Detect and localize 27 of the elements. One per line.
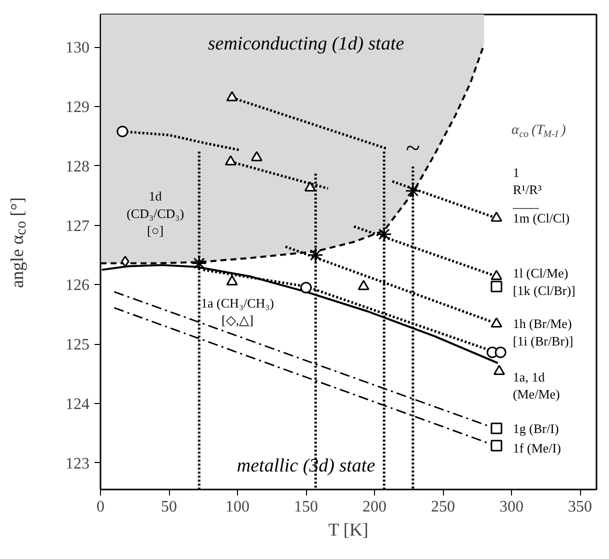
x-tick-label: 250 — [431, 498, 456, 516]
annotation: 1h (Br/Me) [1i (Br/Br)] — [512, 316, 574, 348]
x-tick-label: 100 — [226, 498, 250, 516]
annotation: 1f (Me/I) — [512, 440, 561, 456]
annotation: 1a, 1d (Me/Me) — [512, 369, 560, 402]
x-tick-label: 150 — [294, 498, 318, 516]
x-axis-title: T [K] — [328, 520, 368, 540]
annotation: 1l (Cl/Me) [1k (Cl/Br)] — [512, 266, 576, 298]
x-tick-label: 300 — [500, 498, 524, 516]
annotation: ~ — [406, 134, 420, 163]
annotation: semiconducting (1d) state — [208, 34, 404, 55]
y-tick-label: 128 — [66, 158, 90, 176]
y-tick-label: 127 — [66, 218, 90, 235]
y-tick-label: 130 — [66, 40, 90, 57]
x-tick-label: 200 — [362, 498, 387, 516]
x-tick-label: 0 — [96, 498, 104, 516]
y-tick-label: 123 — [66, 455, 90, 472]
annotation: 1g (Br/I) — [512, 420, 559, 436]
y-tick-label: 125 — [66, 336, 90, 354]
annotation: metallic (3d) state — [236, 455, 376, 476]
x-tick-label: 50 — [161, 498, 178, 516]
annotation: 1d (CD₃/CD₃) [○] — [126, 188, 184, 238]
x-tick-label: 350 — [568, 498, 592, 516]
annotation: 1a (CH₃/CH₃) [◇,△] — [201, 295, 274, 328]
y-tick-label: 126 — [66, 277, 90, 294]
y-tick-label: 129 — [66, 99, 90, 116]
y-tick-label: 124 — [66, 396, 90, 413]
